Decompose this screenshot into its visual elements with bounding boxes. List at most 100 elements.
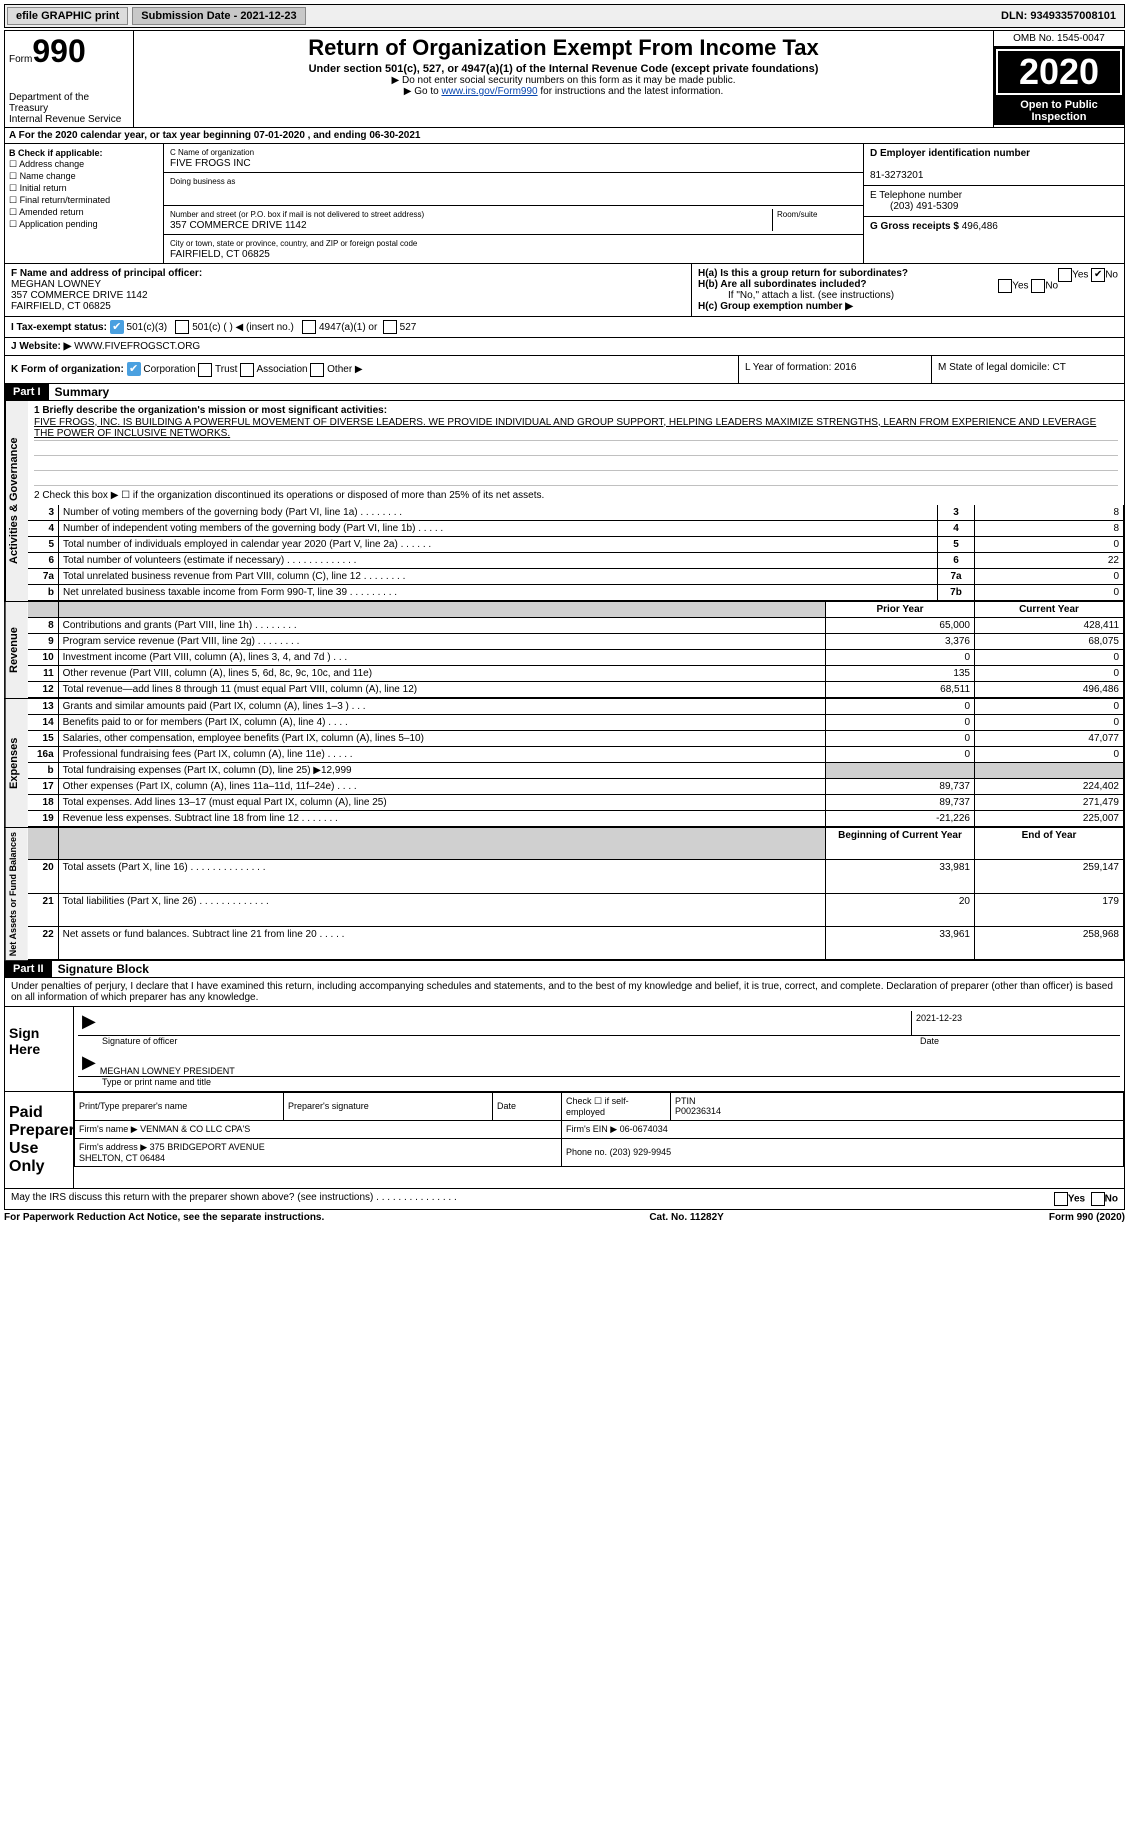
- form-title: Return of Organization Exempt From Incom…: [138, 35, 989, 61]
- irs-link[interactable]: www.irs.gov/Form990: [441, 86, 537, 97]
- chk-final[interactable]: ☐ Final return/terminated: [9, 195, 159, 206]
- form-header: Form990 Department of the Treasury Inter…: [4, 30, 1125, 128]
- hb-yes[interactable]: [998, 279, 1012, 293]
- ha-no[interactable]: [1091, 268, 1105, 282]
- row-j: J Website: ▶ WWW.FIVEFROGSCT.ORG: [4, 338, 1125, 356]
- prep-name-lbl: Print/Type preparer's name: [75, 1092, 284, 1120]
- website-url: WWW.FIVEFROGSCT.ORG: [74, 341, 200, 352]
- chk-527[interactable]: [383, 320, 397, 334]
- form-subtitle: Under section 501(c), 527, or 4947(a)(1)…: [138, 63, 989, 75]
- org-name: FIVE FROGS INC: [170, 158, 251, 169]
- submission-date: Submission Date - 2021-12-23: [132, 7, 305, 25]
- chk-other[interactable]: [310, 363, 324, 377]
- footer-mid: Cat. No. 11282Y: [649, 1212, 723, 1223]
- city-lbl: City or town, state or province, country…: [170, 239, 417, 248]
- date-lbl: Date: [920, 1036, 1120, 1046]
- ha-yes[interactable]: [1058, 268, 1072, 282]
- dba-lbl: Doing business as: [170, 177, 235, 186]
- instr2-pre: ▶ Go to: [404, 86, 442, 97]
- page-footer: For Paperwork Reduction Act Notice, see …: [4, 1210, 1125, 1223]
- preparer-table: Print/Type preparer's name Preparer's si…: [74, 1092, 1124, 1167]
- arrow-icon-2: ▶: [78, 1052, 100, 1076]
- paid-preparer-block: Paid Preparer Use Only Print/Type prepar…: [4, 1092, 1125, 1189]
- sign-here-label: Sign Here: [5, 1007, 74, 1091]
- officer-lbl: F Name and address of principal officer:: [11, 268, 202, 279]
- addr-lbl: Number and street (or P.O. box if mail i…: [170, 210, 424, 219]
- header-right: OMB No. 1545-0047 2020 Open to Public In…: [993, 31, 1124, 127]
- tax-status-lbl: I Tax-exempt status:: [11, 322, 107, 333]
- mission-text: FIVE FROGS, INC. IS BUILDING A POWERFUL …: [34, 416, 1118, 441]
- state-domicile: M State of legal domicile: CT: [931, 356, 1124, 382]
- chk-501c3[interactable]: ✔: [110, 320, 124, 334]
- may-no[interactable]: [1091, 1192, 1105, 1206]
- sign-here-block: Sign Here ▶ 2021-12-23 Signature of offi…: [4, 1007, 1125, 1092]
- chk-corp[interactable]: ✔: [127, 362, 141, 376]
- line-a: A For the 2020 calendar year, or tax yea…: [4, 128, 1125, 144]
- arrow-icon: ▶: [78, 1011, 100, 1035]
- prep-sig-lbl: Preparer's signature: [284, 1092, 493, 1120]
- phone: (203) 491-5309: [870, 201, 958, 212]
- printed-lbl: Type or print name and title: [78, 1077, 1120, 1087]
- firm-phone-lbl: Phone no.: [566, 1147, 607, 1157]
- may-irs-row: May the IRS discuss this return with the…: [4, 1189, 1125, 1210]
- efile-button[interactable]: efile GRAPHIC print: [7, 7, 128, 25]
- perjury-declaration: Under penalties of perjury, I declare th…: [4, 978, 1125, 1007]
- governance-section: Activities & Governance 1 Briefly descri…: [4, 401, 1125, 602]
- block-h: H(a) Is this a group return for subordin…: [691, 264, 1124, 316]
- mission-lbl: 1 Briefly describe the organization's mi…: [34, 405, 387, 416]
- chk-pending[interactable]: ☐ Application pending: [9, 219, 159, 230]
- instruction-2: ▶ Go to www.irs.gov/Form990 for instruct…: [138, 86, 989, 97]
- instruction-1: ▶ Do not enter social security numbers o…: [138, 75, 989, 86]
- street-address: 357 COMMERCE DRIVE 1142: [170, 220, 307, 231]
- header-mid: Return of Organization Exempt From Incom…: [134, 31, 993, 127]
- revenue-section: Revenue Prior YearCurrent Year8Contribut…: [4, 602, 1125, 699]
- part2-badge: Part II: [5, 961, 52, 977]
- chk-trust[interactable]: [198, 363, 212, 377]
- ptin: P00236314: [675, 1106, 721, 1116]
- block-b: B Check if applicable: ☐ Address change …: [5, 144, 164, 263]
- block-f: F Name and address of principal officer:…: [5, 264, 691, 316]
- chk-assoc[interactable]: [240, 363, 254, 377]
- dln: DLN: 93493357008101: [1001, 10, 1122, 22]
- revenue-table: Prior YearCurrent Year8Contributions and…: [28, 602, 1124, 698]
- ein: 81-3273201: [870, 170, 923, 181]
- block-b-title: B Check if applicable:: [9, 148, 103, 158]
- footer-left: For Paperwork Reduction Act Notice, see …: [4, 1212, 324, 1223]
- form-org-lbl: K Form of organization:: [11, 364, 124, 375]
- website-lbl: J Website: ▶: [11, 341, 71, 352]
- open-public: Open to Public Inspection: [994, 97, 1124, 125]
- may-yes[interactable]: [1054, 1192, 1068, 1206]
- city-state-zip: FAIRFIELD, CT 06825: [170, 249, 270, 260]
- firm-phone: (203) 929-9945: [610, 1147, 672, 1157]
- tax-year: 2020: [996, 49, 1122, 95]
- block-c: C Name of organizationFIVE FROGS INC Doi…: [164, 144, 863, 263]
- row-fh: F Name and address of principal officer:…: [4, 264, 1125, 317]
- governance-table: 3Number of voting members of the governi…: [28, 505, 1124, 601]
- chk-address[interactable]: ☐ Address change: [9, 159, 159, 170]
- header-left: Form990 Department of the Treasury Inter…: [5, 31, 134, 127]
- chk-initial[interactable]: ☐ Initial return: [9, 183, 159, 194]
- ptin-lbl: PTIN: [675, 1096, 696, 1106]
- part1-title: Summary: [49, 385, 110, 399]
- block-bcd: B Check if applicable: ☐ Address change …: [4, 144, 1125, 264]
- hb-no[interactable]: [1031, 279, 1045, 293]
- self-employed: Check ☐ if self-employed: [562, 1092, 671, 1120]
- gross-lbl: G Gross receipts $: [870, 221, 962, 232]
- chk-501c[interactable]: [175, 320, 189, 334]
- part1-header: Part I Summary: [4, 384, 1125, 401]
- side-revenue: Revenue: [5, 602, 28, 698]
- form-prefix: Form: [9, 54, 32, 65]
- firm-ein: 06-0674034: [620, 1124, 668, 1134]
- side-governance: Activities & Governance: [5, 401, 28, 601]
- netassets-section: Net Assets or Fund Balances Beginning of…: [4, 828, 1125, 961]
- chk-amended[interactable]: ☐ Amended return: [9, 207, 159, 218]
- line-2: 2 Check this box ▶ ☐ if the organization…: [28, 486, 1124, 505]
- dept-treasury: Department of the Treasury Internal Reve…: [9, 92, 129, 125]
- officer-name: MEGHAN LOWNEY 357 COMMERCE DRIVE 1142 FA…: [11, 279, 148, 312]
- chk-4947[interactable]: [302, 320, 316, 334]
- sig-officer-lbl: Signature of officer: [78, 1036, 920, 1046]
- expenses-table: 13Grants and similar amounts paid (Part …: [28, 699, 1124, 827]
- chk-name[interactable]: ☐ Name change: [9, 171, 159, 182]
- gross-receipts: 496,486: [962, 221, 998, 232]
- row-klm: K Form of organization: ✔ Corporation Tr…: [4, 356, 1125, 383]
